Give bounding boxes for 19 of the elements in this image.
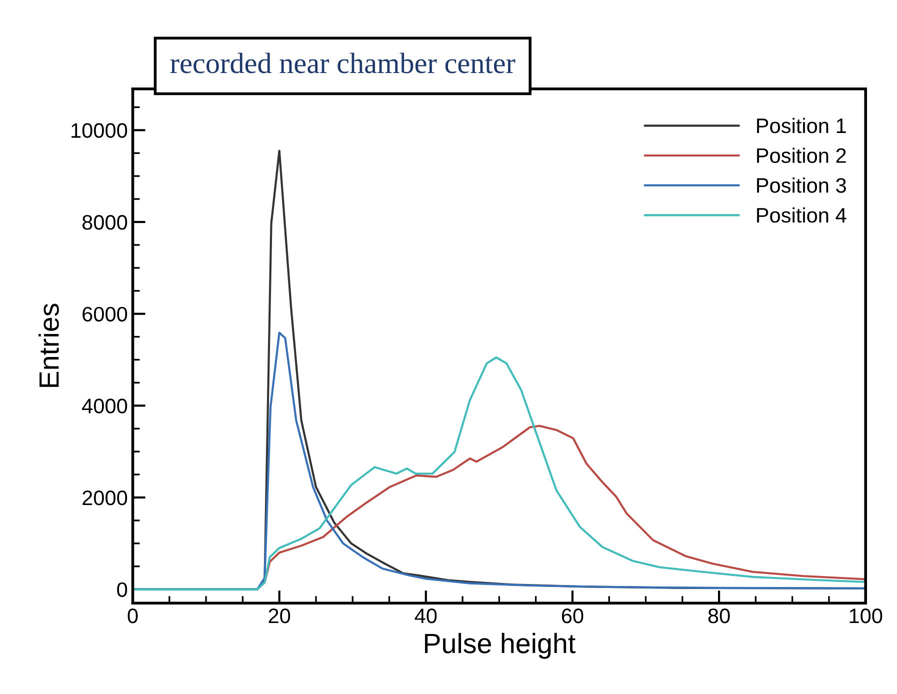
- y-tick-label: 2000: [82, 490, 128, 506]
- legend-label: Position 4: [757, 207, 846, 223]
- y-axis-title: Entries: [38, 304, 59, 387]
- y-tick-label: 8000: [82, 214, 128, 230]
- chart-title: recorded near chamber center: [170, 52, 516, 74]
- y-tick-label: 10000: [72, 123, 128, 138]
- y-tick-label: 4000: [82, 398, 128, 414]
- x-tick-label: 80: [708, 608, 730, 624]
- x-tick-label: 40: [414, 608, 437, 624]
- legend-label: Position 3: [757, 178, 846, 193]
- x-tick-label: 0: [128, 608, 138, 624]
- legend-label: Position 2: [757, 148, 846, 164]
- x-tick-label: 100: [850, 608, 882, 624]
- x-axis-title: Pulse height: [425, 632, 576, 659]
- x-tick-label: 20: [268, 608, 290, 624]
- x-tick-label: 60: [562, 608, 584, 624]
- legend-label: Position 1: [757, 118, 846, 134]
- y-tick-label: 0: [117, 582, 128, 598]
- y-tick-label: 6000: [82, 306, 128, 322]
